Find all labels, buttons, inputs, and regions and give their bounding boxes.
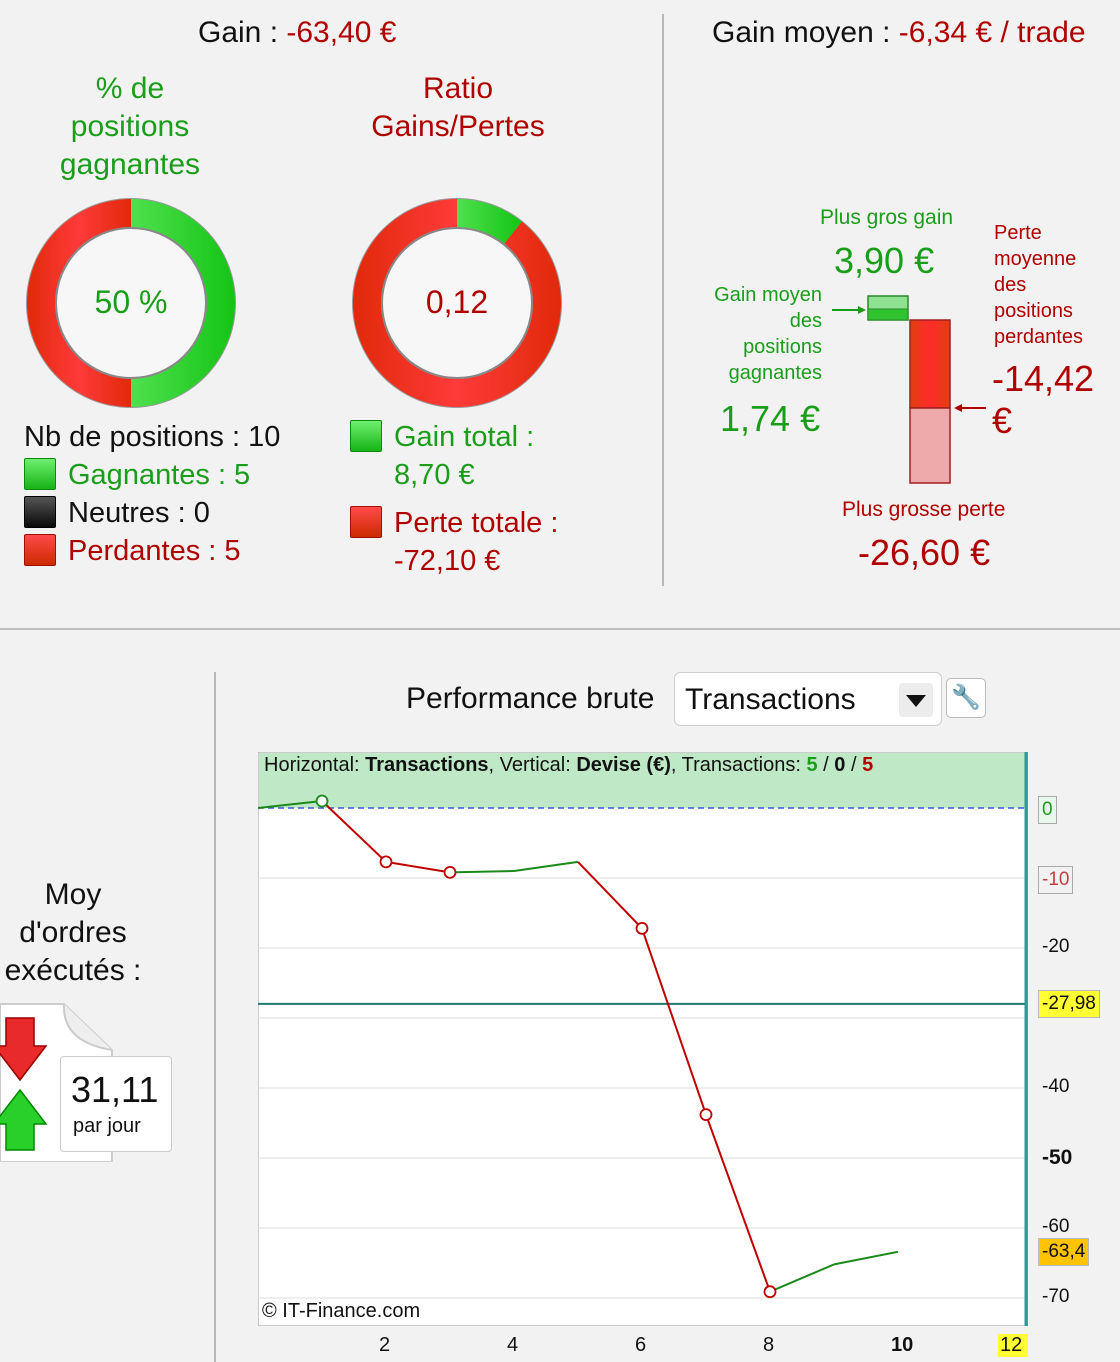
performance-select[interactable]: Transactions <box>674 672 942 726</box>
x-tick-label: 4 <box>507 1334 519 1356</box>
ratio-title: Ratio Gains/Pertes <box>371 72 545 143</box>
gain-value: -63,40 € <box>286 16 397 49</box>
bottom-divider <box>214 672 216 1362</box>
chart-grid <box>258 877 1026 1299</box>
win-pct-loss-arc <box>26 199 131 407</box>
equity-segment <box>833 1250 899 1266</box>
equity-point <box>635 921 649 935</box>
plus-grosse-perte-value: -26,60 € <box>858 532 991 573</box>
plus-grosse-perte-bar <box>909 407 951 484</box>
plus-gros-gain-label: Plus gros gain <box>820 206 954 229</box>
equity-segment <box>513 860 579 872</box>
performance-chart <box>258 752 1028 1326</box>
equity-point <box>315 794 329 808</box>
ratio-donut <box>352 198 562 408</box>
copyright: © IT-Finance.com <box>262 1300 421 1322</box>
equity-point <box>763 1285 777 1299</box>
equity-segment <box>449 870 515 874</box>
positions-count: Nb de positions : 10 <box>24 421 281 453</box>
equity-point <box>443 866 457 879</box>
orders-title: Moy d'ordres exécutés : <box>4 878 142 987</box>
ratio-value: 0,12 <box>425 284 489 320</box>
section-divider <box>0 628 1120 630</box>
gagnantes-label: Gagnantes : 5 <box>68 459 251 491</box>
gagnantes-swatch <box>24 458 56 490</box>
orders-value-card: 31,11 par jour <box>60 1056 172 1152</box>
gain-label: Gain : <box>198 16 287 49</box>
gain-loss-bar-graphic <box>832 295 986 484</box>
ratio-win-arc <box>457 199 522 244</box>
last-value-badge: -63,4 <box>1038 1237 1090 1266</box>
equity-segment <box>385 860 451 874</box>
gain-summary: Gain : -63,40 € <box>198 16 396 50</box>
chevron-down-icon[interactable] <box>899 683 933 717</box>
equity-point <box>699 1108 713 1122</box>
perte-moyenne-bar <box>909 319 951 409</box>
chart-info-bar: Horizontal: Transactions, Vertical: Devi… <box>264 754 874 776</box>
sell-arrow-icon <box>0 1017 48 1082</box>
perte-moyenne-label: Perte moyenne des positions perdantes <box>994 222 1083 348</box>
plus-grosse-perte-label: Plus grosse perte <box>842 498 1006 521</box>
wrench-icon[interactable]: 🔧 <box>946 678 986 718</box>
equity-line <box>258 800 899 1293</box>
y-tick-label: -50 <box>1042 1146 1073 1169</box>
gain-total-swatch <box>350 420 382 452</box>
performance-label: Performance brute <box>406 682 655 715</box>
perdantes-label: Perdantes : 5 <box>68 535 241 567</box>
y-tick-label: -40 <box>1042 1076 1070 1097</box>
top-divider <box>662 14 664 586</box>
plus-gros-gain-value: 3,90 € <box>834 240 935 281</box>
equity-segment <box>258 800 323 809</box>
y-tick-label: -70 <box>1042 1286 1070 1307</box>
perdantes-swatch <box>24 534 56 566</box>
x-tick-label: 8 <box>763 1334 775 1356</box>
gain-total: Gain total : 8,70 € <box>394 421 535 491</box>
perte-totale-swatch <box>350 506 382 538</box>
equity-segment <box>641 928 707 1115</box>
win-pct-win-arc <box>131 199 235 407</box>
perte-totale: Perte totale : -72,10 € <box>394 507 559 577</box>
gain-moyen-positions-label: Gain moyen des positions gagnantes <box>714 284 822 384</box>
neutres-label: Neutres : 0 <box>68 497 210 529</box>
x-tick-label: 6 <box>635 1334 647 1356</box>
gain-moyen-summary: Gain moyen : -6,34 € / trade <box>712 16 1086 50</box>
gain-moyen-value: -6,34 € / trade <box>898 16 1086 49</box>
equity-segment <box>321 800 387 863</box>
perte-moyenne-value: -14,42 € <box>992 358 1095 441</box>
equity-point <box>379 855 393 869</box>
y-tick-label: -60 <box>1042 1216 1070 1237</box>
win-pct-title: % de positions gagnantes <box>59 72 201 181</box>
y-tick-label: -10 <box>1038 866 1074 894</box>
buy-arrow-icon <box>0 1088 48 1151</box>
orders-value: 31,11 <box>71 1069 159 1110</box>
average-badge: -27,98 <box>1038 989 1100 1018</box>
y-tick-label: -20 <box>1042 936 1070 957</box>
equity-segment <box>705 1114 771 1293</box>
y-tick-label: 0 <box>1038 796 1057 824</box>
equity-markers <box>315 794 777 1299</box>
x-tick-label: 2 <box>379 1334 391 1356</box>
orders-unit: par jour <box>73 1115 141 1137</box>
performance-select-value: Transactions <box>685 683 856 716</box>
equity-segment <box>577 861 643 930</box>
gain-moyen-positions-value: 1,74 € <box>720 398 821 439</box>
positive-zone <box>259 753 1025 808</box>
gain-moyen-bar <box>867 308 909 321</box>
win-pct-value: 50 % <box>94 284 168 320</box>
x-tick-label: 10 <box>891 1334 914 1356</box>
win-pct-donut <box>26 198 236 408</box>
equity-segment <box>769 1263 835 1293</box>
x-tick-label: 12 <box>998 1334 1028 1357</box>
gain-moyen-label: Gain moyen : <box>712 16 899 49</box>
neutres-swatch <box>24 496 56 528</box>
